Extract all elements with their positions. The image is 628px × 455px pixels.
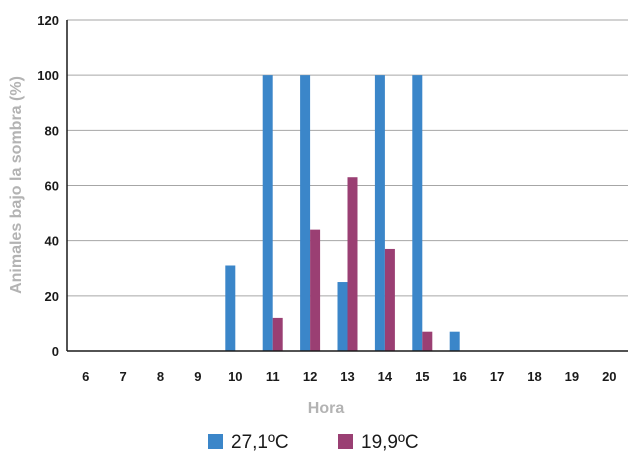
bar [422, 331, 433, 351]
x-tick-label: 17 [490, 369, 504, 384]
y-tick-label: 100 [37, 68, 59, 83]
x-tick-label: 11 [266, 369, 280, 384]
x-tick-label: 6 [82, 369, 89, 384]
legend-swatch [208, 434, 223, 449]
x-tick-label: 9 [194, 369, 201, 384]
legend-label: 27,1ºC [231, 432, 289, 453]
y-tick-label: 120 [37, 13, 59, 28]
x-tick-label: 14 [378, 369, 393, 384]
bar [337, 282, 348, 351]
x-tick-label: 7 [119, 369, 126, 384]
x-tick-labels: 6 7 8 9 10 11 12 13 14 15 16 17 18 19 20 [82, 369, 616, 384]
x-tick-label: 12 [303, 369, 317, 384]
bar [412, 75, 423, 352]
x-tick-label: 16 [452, 369, 466, 384]
y-axis-title: Animales bajo la sombra (%) [8, 76, 25, 294]
x-axis-title: Hora [308, 400, 345, 417]
x-tick-label: 10 [228, 369, 242, 384]
x-tick-label: 15 [415, 369, 429, 384]
bar [225, 265, 236, 351]
x-tick-label: 8 [157, 369, 164, 384]
axes [66, 20, 628, 352]
y-tick-label: 60 [45, 179, 59, 194]
x-tick-label: 18 [527, 369, 541, 384]
bar [374, 75, 385, 352]
legend-label: 19,9ºC [361, 432, 419, 453]
y-tick-label: 40 [45, 234, 59, 249]
bar [300, 75, 311, 352]
bar [262, 75, 273, 352]
legend-swatch [338, 434, 353, 449]
legend: 27,1ºC 19,9ºC [208, 432, 419, 453]
x-tick-label: 13 [340, 369, 354, 384]
bar [347, 177, 358, 351]
x-tick-label: 19 [565, 369, 579, 384]
bar [384, 248, 395, 351]
x-tick-label: 20 [602, 369, 616, 384]
bar [449, 331, 460, 351]
bar [272, 317, 283, 351]
y-tick-labels: 0 20 40 60 80 100 120 [37, 13, 59, 359]
bars [225, 75, 460, 352]
y-tick-label: 80 [45, 123, 59, 138]
y-tick-label: 0 [52, 344, 59, 359]
y-tick-label: 20 [45, 289, 59, 304]
bar [310, 229, 321, 351]
